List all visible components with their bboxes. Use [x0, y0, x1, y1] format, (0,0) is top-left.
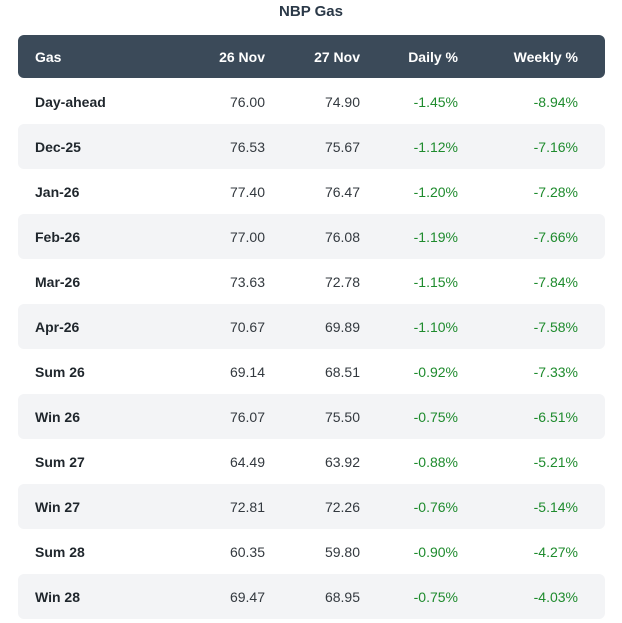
column-header-daily: Daily %	[408, 48, 458, 65]
price-27-nov: 76.47	[324, 183, 360, 200]
weekly-change: -7.16%	[533, 138, 578, 155]
weekly-change: -7.58%	[533, 318, 578, 335]
table-row: Win 28 69.47 68.95 -0.75% -4.03%	[18, 574, 605, 619]
price-26-nov: 64.49	[229, 453, 265, 470]
price-26-nov: 69.14	[229, 363, 265, 380]
table-body: Day-ahead 76.00 74.90 -1.45% -8.94% Dec-25 76.…	[18, 79, 605, 619]
price-26-nov: 76.53	[229, 138, 265, 155]
column-header-gas: Gas	[35, 48, 62, 65]
table-row: Day-ahead 76.00 74.90 -1.45% -8.94%	[18, 79, 605, 124]
price-26-nov: 73.63	[229, 273, 265, 290]
contract-label: Day-ahead	[35, 93, 106, 110]
contract-label: Mar-26	[35, 273, 81, 290]
contract-label: Dec-25	[35, 138, 81, 155]
weekly-change: -8.94%	[533, 93, 578, 110]
price-26-nov: 72.81	[229, 498, 265, 515]
table-header-row: Gas 26 Nov 27 Nov Daily % Weekly %	[18, 35, 605, 78]
daily-change: -1.20%	[413, 183, 458, 200]
price-27-nov: 76.08	[324, 228, 360, 245]
table-row: Dec-25 76.53 75.67 -1.12% -7.16%	[18, 124, 605, 169]
daily-change: -1.10%	[413, 318, 458, 335]
price-26-nov: 76.07	[229, 408, 265, 425]
price-26-nov: 77.00	[229, 228, 265, 245]
price-26-nov: 76.00	[229, 93, 265, 110]
daily-change: -1.19%	[413, 228, 458, 245]
weekly-change: -7.84%	[533, 273, 578, 290]
weekly-change: -7.28%	[533, 183, 578, 200]
daily-change: -1.12%	[413, 138, 458, 155]
column-header-weekly: Weekly %	[513, 48, 578, 65]
table-row: Win 26 76.07 75.50 -0.75% -6.51%	[18, 394, 605, 439]
price-27-nov: 59.80	[324, 543, 360, 560]
table-row: Win 27 72.81 72.26 -0.76% -5.14%	[18, 484, 605, 529]
table-row: Jan-26 77.40 76.47 -1.20% -7.28%	[18, 169, 605, 214]
price-26-nov: 77.40	[229, 183, 265, 200]
weekly-change: -4.27%	[533, 543, 578, 560]
daily-change: -1.45%	[413, 93, 458, 110]
price-27-nov: 74.90	[324, 93, 360, 110]
price-27-nov: 72.78	[324, 273, 360, 290]
price-26-nov: 60.35	[229, 543, 265, 560]
weekly-change: -6.51%	[533, 408, 578, 425]
price-27-nov: 72.26	[324, 498, 360, 515]
daily-change: -0.76%	[413, 498, 458, 515]
weekly-change: -4.03%	[533, 588, 578, 605]
page-title: NBP Gas	[279, 3, 343, 20]
contract-label: Feb-26	[35, 228, 81, 245]
table-row: Apr-26 70.67 69.89 -1.10% -7.58%	[18, 304, 605, 349]
table-row: Sum 26 69.14 68.51 -0.92% -7.33%	[18, 349, 605, 394]
contract-label: Apr-26	[35, 318, 80, 335]
daily-change: -0.75%	[413, 408, 458, 425]
contract-label: Sum 27	[35, 453, 85, 470]
weekly-change: -7.33%	[533, 363, 578, 380]
price-27-nov: 75.67	[324, 138, 360, 155]
daily-change: -0.88%	[413, 453, 458, 470]
contract-label: Sum 28	[35, 543, 85, 560]
daily-change: -1.15%	[413, 273, 458, 290]
column-header-27-nov: 27 Nov	[314, 48, 360, 65]
price-27-nov: 75.50	[324, 408, 360, 425]
weekly-change: -7.66%	[533, 228, 578, 245]
price-26-nov: 69.47	[229, 588, 265, 605]
table-row: Sum 27 64.49 63.92 -0.88% -5.21%	[18, 439, 605, 484]
weekly-change: -5.21%	[533, 453, 578, 470]
contract-label: Sum 26	[35, 363, 85, 380]
weekly-change: -5.14%	[533, 498, 578, 515]
column-header-26-nov: 26 Nov	[219, 48, 265, 65]
price-table: Gas 26 Nov 27 Nov Daily % Weekly % Day-a…	[18, 35, 605, 619]
daily-change: -0.92%	[413, 363, 458, 380]
price-27-nov: 63.92	[324, 453, 360, 470]
daily-change: -0.90%	[413, 543, 458, 560]
price-26-nov: 70.67	[229, 318, 265, 335]
table-row: Feb-26 77.00 76.08 -1.19% -7.66%	[18, 214, 605, 259]
contract-label: Win 28	[35, 588, 80, 605]
price-27-nov: 68.51	[324, 363, 360, 380]
table-row: Mar-26 73.63 72.78 -1.15% -7.84%	[18, 259, 605, 304]
price-27-nov: 68.95	[324, 588, 360, 605]
table-row: Sum 28 60.35 59.80 -0.90% -4.27%	[18, 529, 605, 574]
contract-label: Win 26	[35, 408, 80, 425]
price-27-nov: 69.89	[324, 318, 360, 335]
daily-change: -0.75%	[413, 588, 458, 605]
contract-label: Jan-26	[35, 183, 80, 200]
contract-label: Win 27	[35, 498, 80, 515]
